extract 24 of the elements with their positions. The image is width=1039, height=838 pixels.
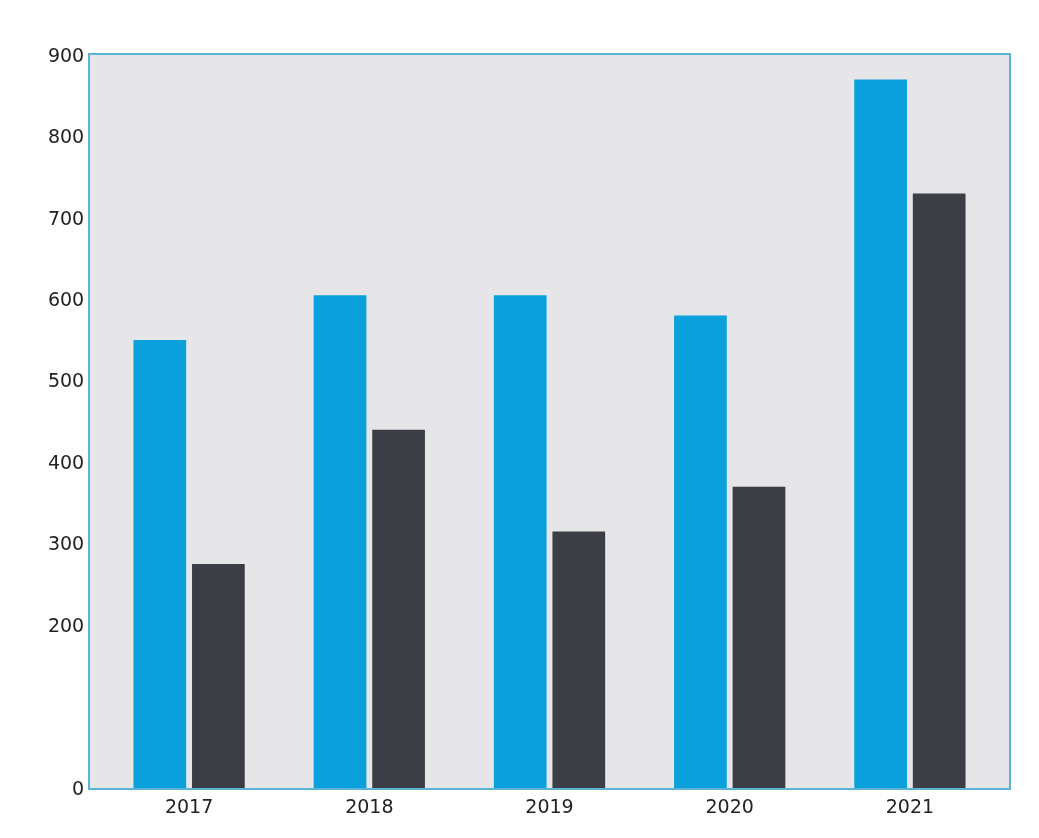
bar [133,340,187,788]
y-tick-label: 700 [47,206,85,229]
y-tick-label: 400 [47,450,85,473]
x-tick-label: 2019 [525,794,574,817]
x-tick-label: 2020 [705,794,754,817]
y-tick-label: 900 [47,43,85,66]
bar [674,315,727,788]
x-tick-label: 2017 [164,794,214,817]
bar [732,486,786,788]
x-tick-label: 2018 [345,794,394,817]
bar [912,193,966,788]
y-tick-label: 0 [72,776,85,799]
y-tick-label: 300 [47,532,85,555]
y-tick-label: 500 [47,369,85,392]
bar [854,79,907,788]
y-tick-label: 800 [47,125,85,148]
y-tick-label: 200 [47,613,85,636]
bar [313,295,367,788]
bar [372,429,425,788]
y-tick-label: 600 [47,287,85,310]
bar [192,564,245,788]
bar [493,295,547,788]
bar [552,531,606,788]
x-tick-label: 2021 [885,794,935,817]
